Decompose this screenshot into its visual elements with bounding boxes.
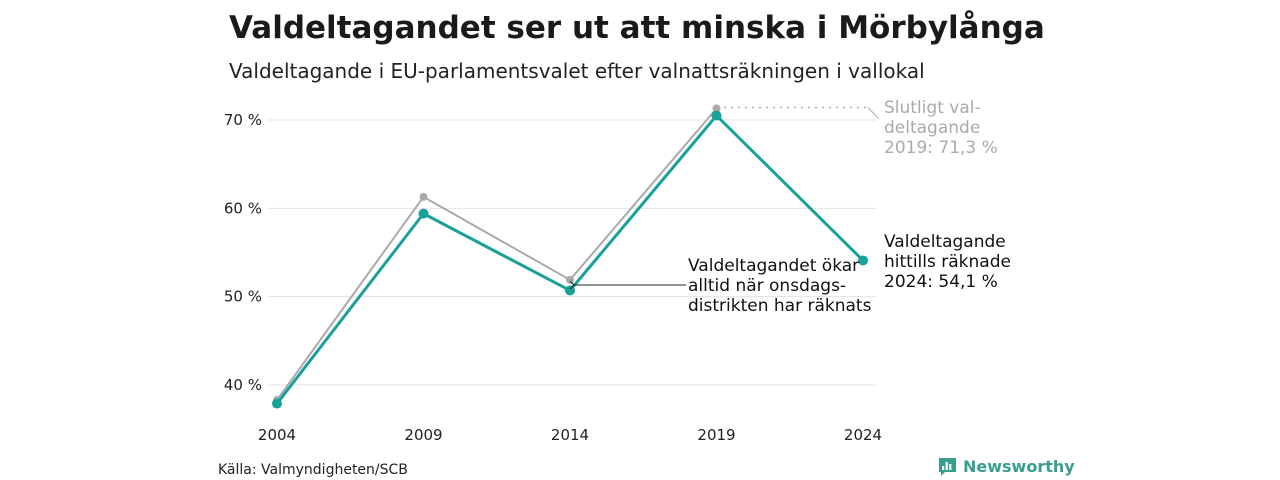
x-axis-ticks: 2004 2009 2014 2019 2024: [258, 426, 882, 444]
x-tick-label: 2009: [404, 426, 442, 444]
data-point-counted: [565, 285, 575, 296]
data-point-counted: [858, 255, 868, 266]
bar-chart-speech-icon: [939, 458, 956, 476]
annotation-wednesday-districts: Valdeltagandet ökar alltid när onsdags-di…: [688, 256, 872, 316]
x-tick-label: 2004: [258, 426, 296, 444]
series-line-final: [276, 107, 718, 401]
x-tick-label: 2024: [844, 426, 882, 444]
arrow-head-icon: [569, 280, 575, 290]
source-note: Källa: Valmyndigheten/SCB: [218, 462, 408, 478]
brand-logo: Newsworthy: [939, 457, 1075, 476]
series-group: [272, 104, 868, 409]
annotation-leader-2019-tail: [867, 107, 880, 120]
data-point-counted: [272, 398, 282, 409]
data-point-counted: [711, 110, 722, 121]
data-point-final: [566, 275, 574, 284]
y-tick-label: 40 %: [224, 376, 262, 394]
x-tick-label: 2019: [697, 426, 735, 444]
gridlines: [268, 119, 876, 386]
annotations: Slutligt val-deltagande 2019: 71,3 % Valde…: [569, 98, 1011, 316]
chart-subtitle: Valdeltagande i EU-parlamentsvalet efter…: [229, 59, 925, 83]
y-tick-label: 60 %: [224, 199, 262, 217]
annotation-final-2019: Slutligt val-deltagande 2019: 71,3 %: [884, 98, 998, 158]
brand-name: Newsworthy: [963, 457, 1075, 476]
y-tick-label: 70 %: [224, 111, 262, 129]
data-point-final: [712, 104, 721, 113]
data-point-counted: [418, 208, 429, 219]
data-point-final: [419, 192, 428, 201]
y-tick-label: 50 %: [224, 288, 262, 306]
chart-title: Valdeltagandet ser ut att minska i Mörby…: [229, 10, 1045, 46]
y-axis-ticks: 40 % 50 % 60 % 70 %: [224, 111, 262, 394]
annotation-counted-2024: Valdeltagande hittills räknade 2024: 54,1 …: [884, 232, 1011, 292]
x-tick-label: 2014: [551, 426, 589, 444]
